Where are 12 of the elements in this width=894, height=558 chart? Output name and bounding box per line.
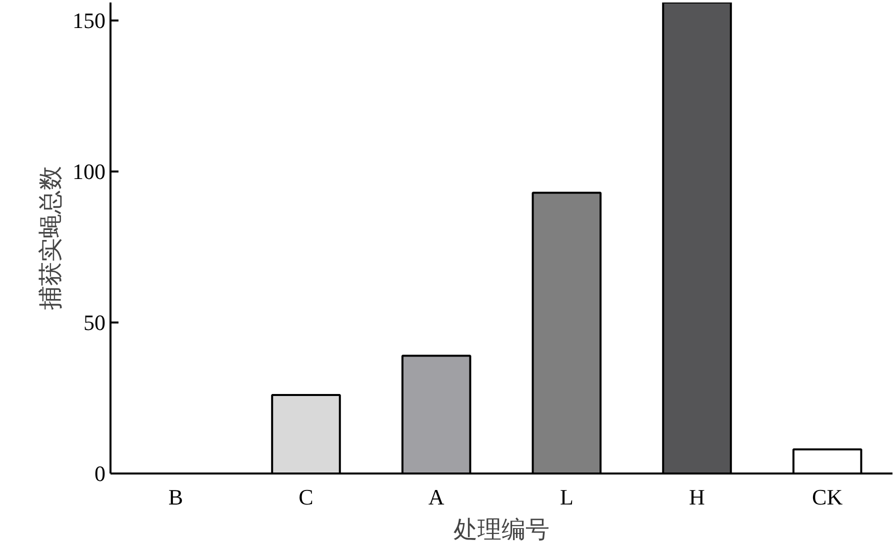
y-tick-label: 0: [94, 461, 106, 486]
x-tick-label: H: [689, 484, 706, 510]
x-tick-label: B: [168, 484, 184, 510]
y-tick-label: 50: [84, 310, 106, 336]
x-tick-label: C: [298, 484, 314, 510]
x-axis-title: 处理编号: [454, 516, 550, 544]
x-tick-label: CK: [812, 484, 843, 510]
y-axis-title: 捕获实蝇总数: [38, 166, 64, 310]
y-tick-label: 100: [72, 159, 106, 184]
x-tick-label: A: [428, 484, 444, 510]
y-tick-label: 150: [72, 8, 106, 34]
x-tick-label: L: [560, 484, 574, 510]
